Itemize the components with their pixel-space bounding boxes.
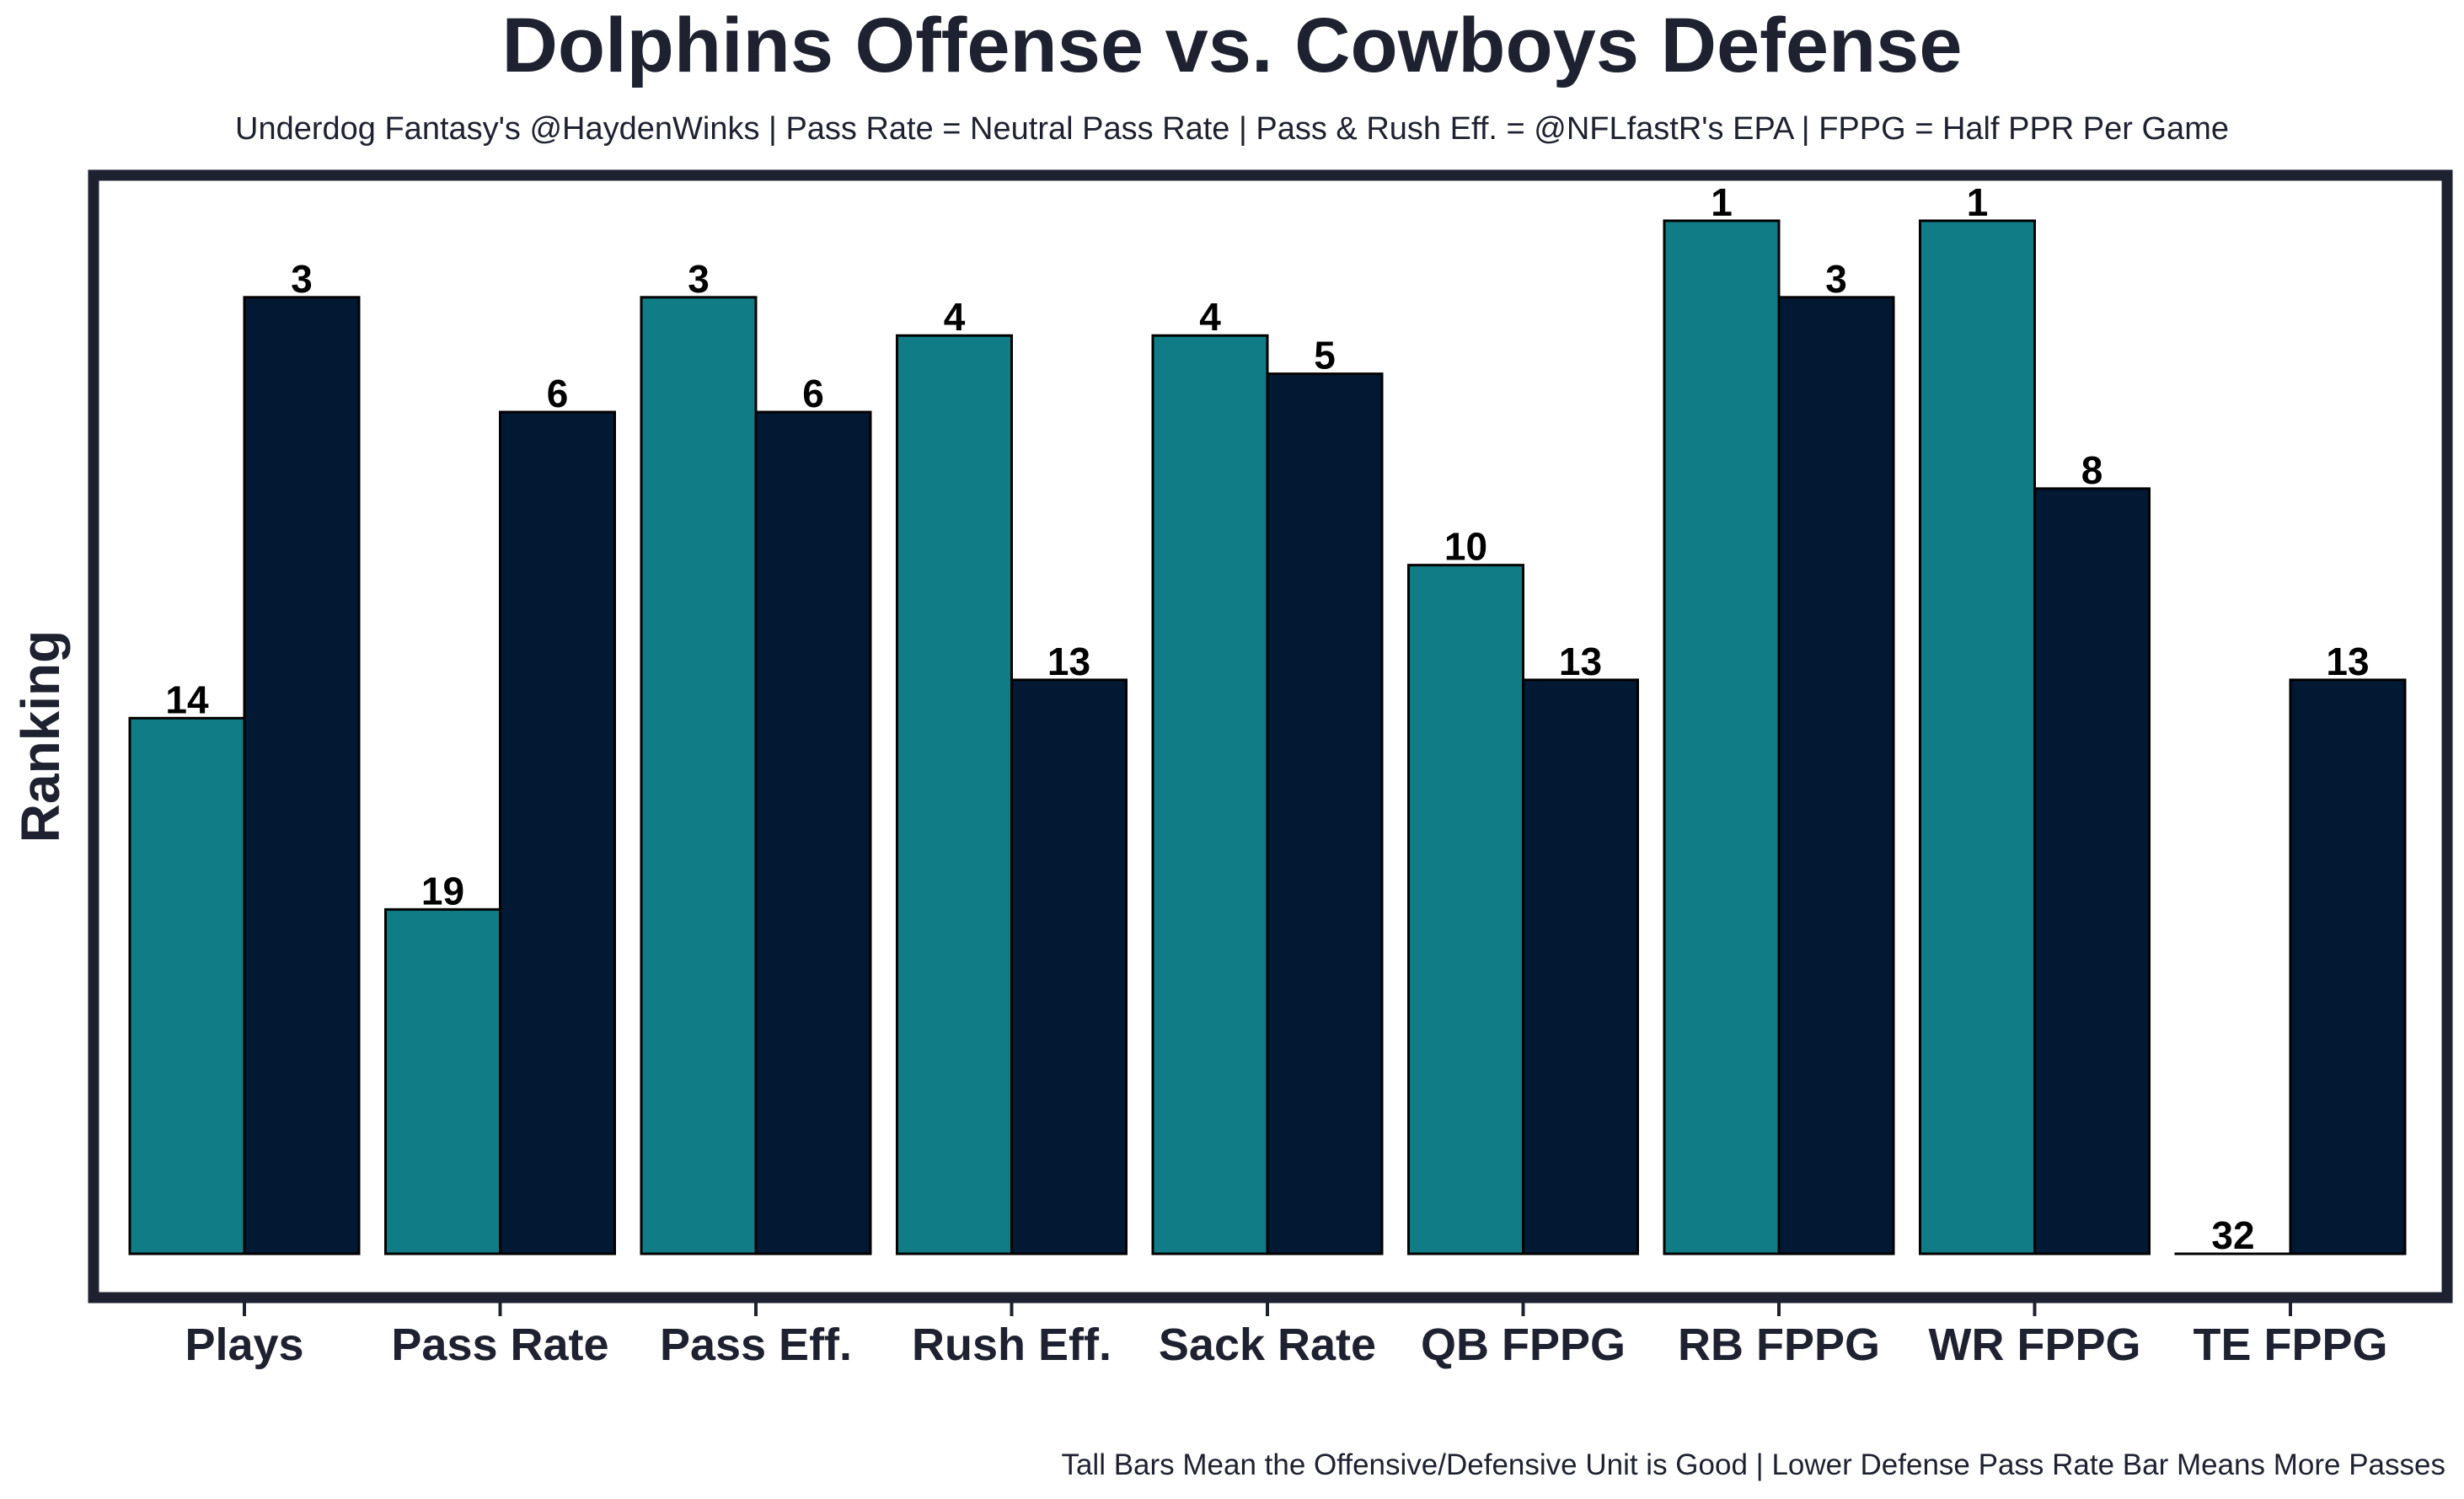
bars-layer	[128, 219, 2407, 1255]
value-label: 13	[1047, 640, 1090, 683]
value-label: 3	[1825, 257, 1847, 301]
value-label: 8	[2081, 448, 2103, 492]
bar-wr-fppg-series-1	[1919, 219, 2036, 1255]
x-tick-label: RB FPPG	[1678, 1320, 1880, 1370]
value-label: 6	[802, 372, 824, 415]
value-label: 19	[421, 869, 464, 913]
value-label: 14	[165, 677, 209, 721]
x-tick-label: Pass Eff.	[660, 1320, 852, 1370]
value-label: 6	[547, 372, 569, 415]
value-label: 3	[291, 257, 313, 301]
plot-frame	[88, 169, 2453, 1304]
value-label: 4	[1199, 295, 1221, 339]
value-label: 13	[1559, 640, 1602, 683]
chart-subtitle: Underdog Fantasy's @HaydenWinks | Pass R…	[235, 111, 2229, 147]
x-tick-label: WR FPPG	[1929, 1320, 2141, 1370]
x-tick-label: TE FPPG	[2193, 1320, 2387, 1370]
value-label: 32	[2211, 1213, 2254, 1257]
bar-rush-eff-series-2	[1010, 678, 1128, 1255]
bar-plays-series-1	[128, 716, 246, 1255]
bar-sack-rate-series-2	[1266, 372, 1384, 1255]
bar-plays-series-2	[243, 296, 361, 1255]
x-tick-label: Pass Rate	[391, 1320, 608, 1370]
value-label: 1	[1711, 180, 1733, 224]
value-label: 13	[2326, 640, 2369, 683]
y-axis-label: Ranking	[10, 630, 71, 843]
bar-rush-eff-series-1	[896, 334, 1013, 1255]
x-tick-label: Sack Rate	[1159, 1320, 1376, 1370]
bar-pass-rate-series-1	[384, 907, 501, 1255]
value-label: 5	[1314, 334, 1336, 377]
tick-labels-layer: Plays Pass Rate Pass Eff. Rush Eff. Sack Rat…	[185, 1320, 2387, 1370]
value-label: 10	[1444, 525, 1487, 569]
chart-title: Dolphins Offense vs. Cowboys Defense	[501, 3, 1962, 88]
bar-rb-fppg-series-2	[1777, 296, 1895, 1255]
bar-qb-fppg-series-2	[1522, 678, 1639, 1255]
bar-sack-rate-series-1	[1151, 334, 1269, 1255]
bar-te-fppg-series-2	[2289, 678, 2407, 1255]
bar-qb-fppg-series-1	[1407, 564, 1524, 1255]
bar-pass-rate-series-2	[499, 410, 616, 1255]
value-label: 4	[944, 295, 966, 339]
bar-pass-eff-series-2	[754, 410, 872, 1255]
x-tick-label: Plays	[185, 1320, 303, 1370]
chart-footer: Tall Bars Mean the Offensive/Defensive U…	[1061, 1448, 2445, 1481]
x-tick-label: QB FPPG	[1421, 1320, 1626, 1370]
bar-rb-fppg-series-1	[1663, 219, 1781, 1255]
value-label: 1	[1967, 180, 1989, 224]
ticks-layer	[243, 1303, 2292, 1316]
value-label: 3	[688, 257, 710, 301]
x-tick-label: Rush Eff.	[912, 1320, 1111, 1370]
bar-wr-fppg-series-2	[2033, 487, 2151, 1255]
bar-pass-eff-series-1	[640, 296, 758, 1255]
